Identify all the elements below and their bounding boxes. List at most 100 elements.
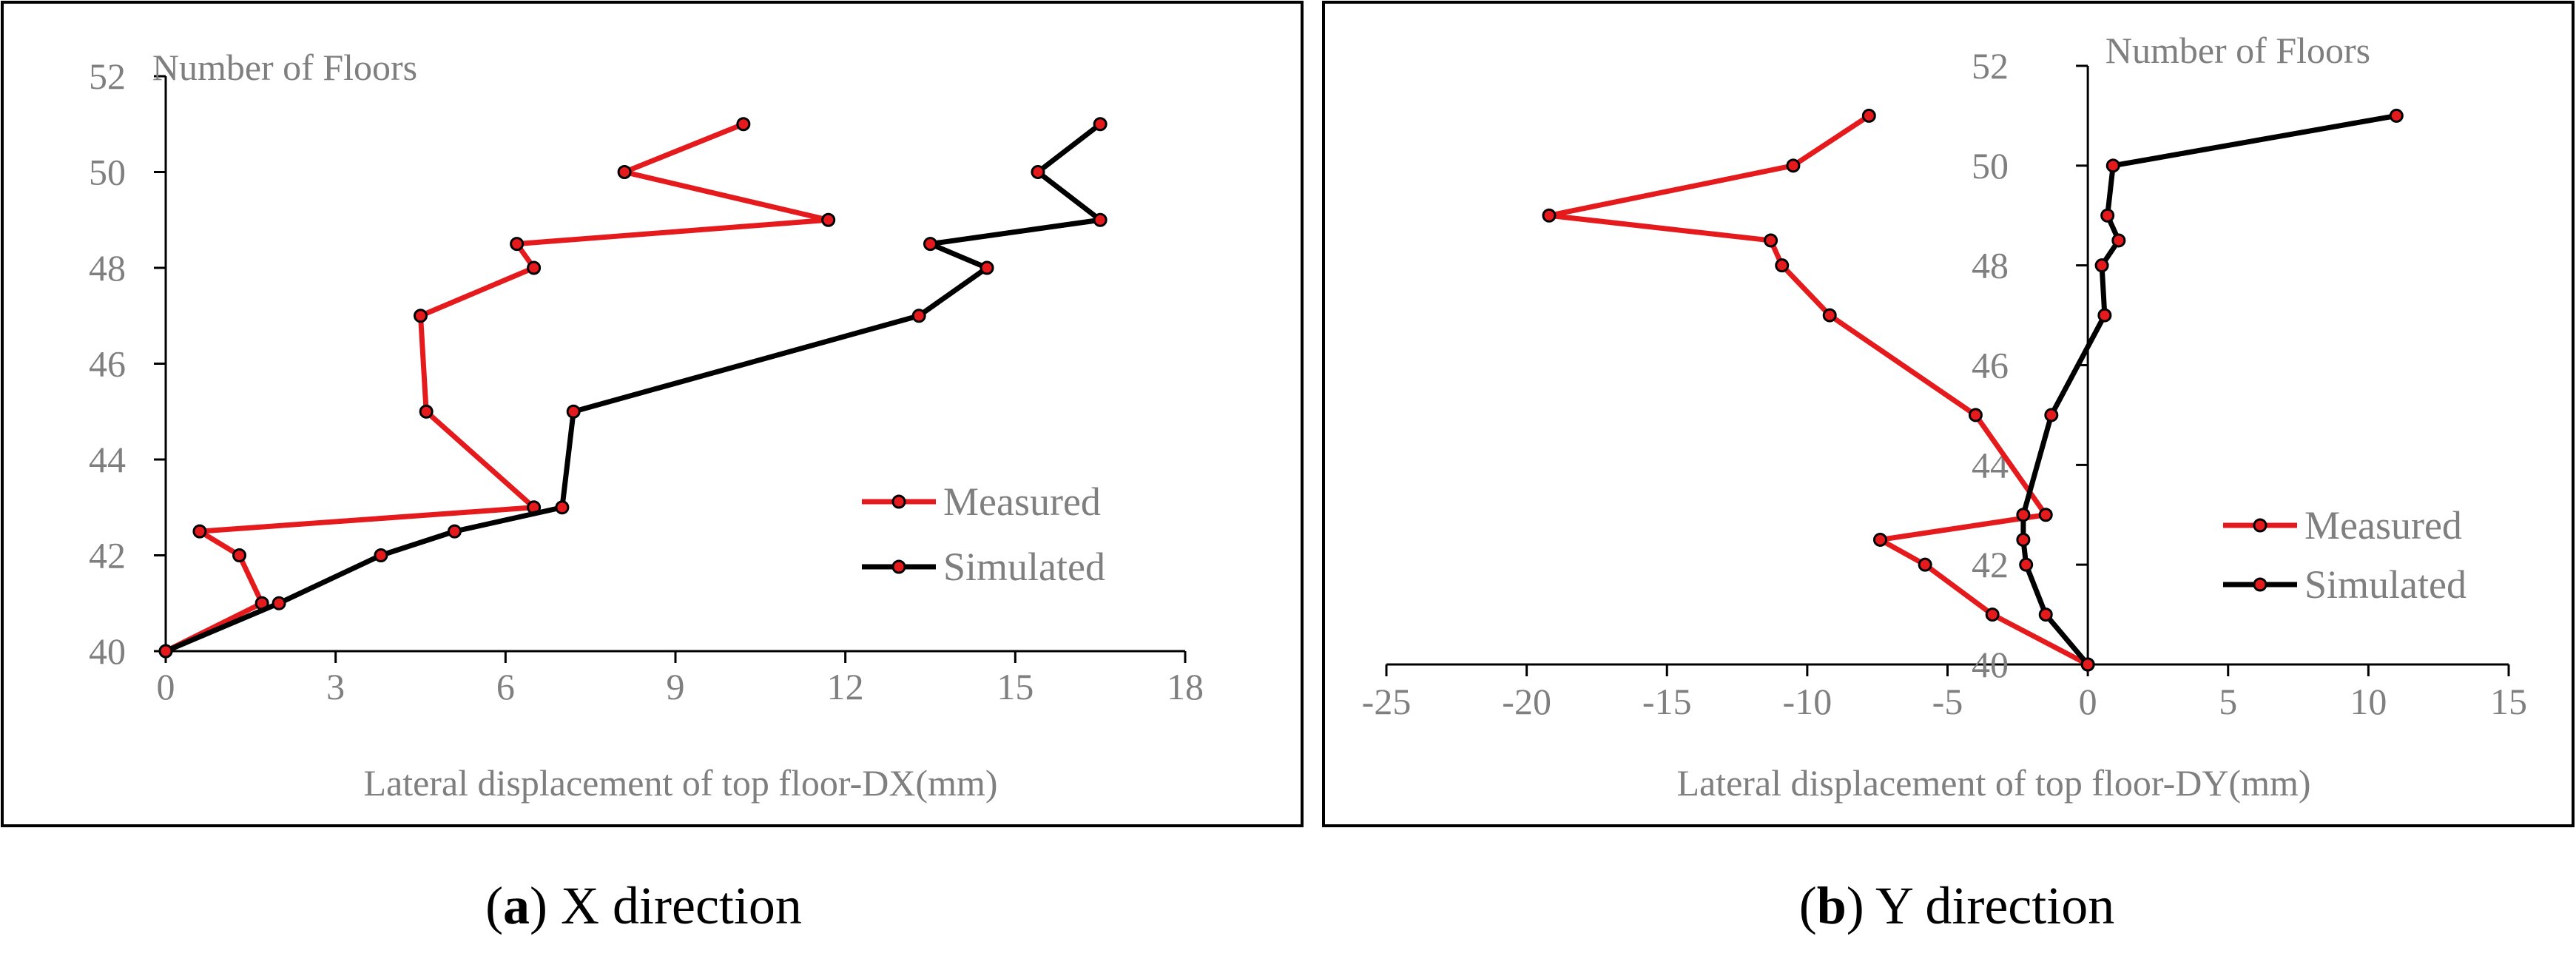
plot-b: -25 -20 -15 -10 -5 0 5 10 1540424446485052Measur… (1362, 45, 2527, 722)
legend-label-simulated: Simulated (2304, 562, 2467, 607)
y-tick-label: 52 (1972, 45, 2009, 87)
caption-b: (b) Y direction (1799, 876, 2115, 935)
data-point-simulated (2100, 208, 2115, 223)
y-tick-label: 40 (89, 630, 126, 672)
xlabel-b: Lateral displacement of top floor-DY(mm) (1676, 762, 2310, 804)
x-tick-label: 18 (1167, 666, 1204, 707)
x-tick-label: 15 (2490, 681, 2527, 722)
data-point-measured (414, 309, 428, 323)
y-tick-label: 50 (89, 152, 126, 193)
data-point-measured (736, 117, 751, 132)
caption-a-tag: a (503, 876, 530, 935)
y-tick-label: 46 (1972, 345, 2009, 386)
data-point-simulated (2016, 532, 2031, 547)
series-line-simulated (164, 121, 1103, 654)
x-tick-label: 12 (827, 666, 864, 707)
x-tick-label: 5 (2219, 681, 2237, 722)
data-point-measured (1786, 158, 1801, 173)
panel-b-frame (1322, 1, 2575, 827)
x-tick-label: 0 (157, 666, 175, 707)
panel-a: 0 3 6 9 12 15 18 40 42 44 46 48 50 52 Measured Simulate… (1, 1, 1304, 827)
caption-a: (a) X direction (485, 876, 802, 935)
x-tick-label: -20 (1502, 681, 1551, 722)
caption-b-text: Y direction (1864, 876, 2115, 935)
legend-marker-measured (2253, 518, 2268, 533)
caption-b-tag: b (1817, 876, 1847, 935)
series-line-simulated (2020, 112, 2397, 667)
data-point-simulated (1093, 117, 1107, 132)
data-point-measured (1872, 532, 1887, 547)
data-point-simulated (1031, 165, 1045, 179)
data-point-measured (527, 260, 542, 275)
series-line-measured (164, 121, 832, 654)
data-point-simulated (2080, 657, 2095, 672)
data-point-simulated (2038, 607, 2053, 622)
y-tick-label: 50 (1972, 145, 2009, 186)
caption-a-text: X direction (547, 876, 802, 935)
legend-label-measured: Measured (2304, 503, 2462, 548)
data-point-measured (1822, 308, 1837, 323)
data-point-measured (1542, 208, 1557, 223)
data-point-measured (1764, 233, 1778, 248)
data-point-simulated (2094, 258, 2109, 273)
data-point-measured (1775, 258, 1790, 273)
data-point-simulated (447, 524, 462, 539)
y-tick-label: 52 (89, 55, 126, 97)
data-point-measured (232, 548, 247, 562)
y-tick-label: 48 (89, 247, 126, 289)
data-point-simulated (2016, 508, 2031, 522)
x-tick-label: 9 (667, 666, 685, 707)
legend-marker-simulated (2253, 577, 2268, 592)
legend-label-measured: Measured (943, 479, 1101, 524)
x-tick-label: 15 (997, 666, 1034, 707)
data-point-simulated (2097, 308, 2112, 323)
x-tick-label: 3 (326, 666, 345, 707)
x-tick-label: -10 (1783, 681, 1832, 722)
data-point-measured (617, 165, 632, 179)
x-tick-label: 6 (496, 666, 515, 707)
data-point-simulated (911, 309, 926, 323)
data-point-simulated (2044, 408, 2059, 423)
series-line-measured (1546, 113, 2089, 667)
data-point-measured (1918, 557, 1932, 572)
panel-b: -25 -20 -15 -10 -5 0 5 10 1540424446485052Measur… (1322, 1, 2575, 827)
data-point-measured (2038, 508, 2053, 522)
ylabel-b: Number of Floors (2105, 30, 2370, 71)
y-tick-label: 44 (89, 439, 126, 480)
x-tick-label: 0 (2079, 681, 2097, 722)
x-tick-label: -25 (1362, 681, 1412, 722)
data-point-simulated (566, 404, 581, 419)
legend-marker-measured (891, 494, 906, 509)
data-point-simulated (923, 237, 937, 252)
data-point-measured (821, 212, 836, 227)
y-tick-label: 48 (1972, 245, 2009, 286)
y-tick-label: 40 (1972, 644, 2009, 685)
x-tick-label: 10 (2350, 681, 2387, 722)
data-point-simulated (1093, 212, 1107, 227)
data-point-measured (192, 524, 207, 539)
data-point-measured (1861, 108, 1876, 123)
y-tick-label: 42 (89, 535, 126, 576)
data-point-simulated (2389, 108, 2404, 123)
data-point-measured (1968, 408, 1983, 423)
x-tick-label: -15 (1642, 681, 1692, 722)
data-point-simulated (272, 596, 286, 610)
data-point-simulated (374, 548, 388, 562)
panel-a-frame (1, 1, 1304, 827)
data-point-simulated (555, 500, 570, 515)
xlabel-a: Lateral displacement of top floor-DX(mm) (363, 762, 997, 804)
x-tick-label: -5 (1932, 681, 1963, 722)
data-point-simulated (980, 260, 994, 275)
data-point-measured (510, 237, 525, 252)
data-point-simulated (158, 644, 173, 659)
plot-a: 0 3 6 9 12 15 18 40 42 44 46 48 50 52 Measured Simulate… (89, 55, 1204, 707)
data-point-simulated (2019, 557, 2034, 572)
legend-marker-simulated (891, 559, 906, 574)
y-tick-label: 42 (1972, 544, 2009, 585)
data-point-measured (1985, 607, 2000, 622)
y-tick-label: 46 (89, 343, 126, 385)
legend-label-simulated: Simulated (943, 545, 1105, 589)
data-point-simulated (2105, 158, 2120, 173)
ylabel-a: Number of Floors (152, 47, 417, 88)
